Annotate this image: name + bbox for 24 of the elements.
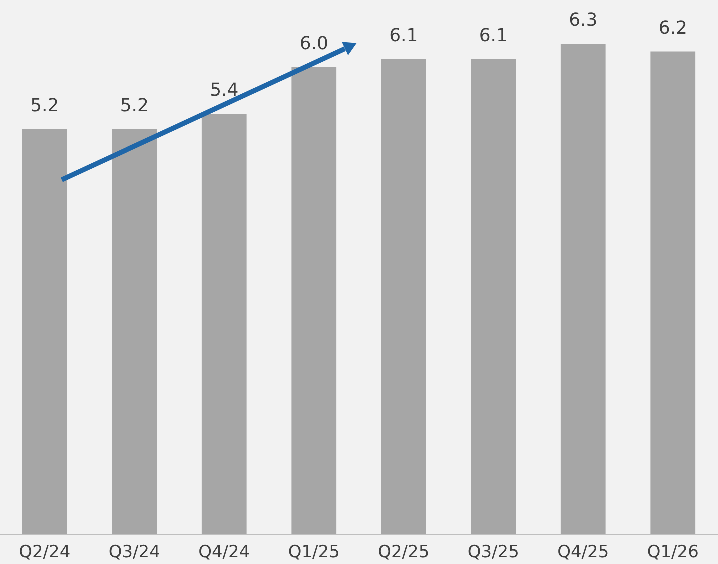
data-label: 6.0 [300, 33, 328, 54]
data-label: 6.1 [390, 26, 418, 47]
x-tick-label: Q1/25 [288, 542, 340, 562]
bar [650, 52, 696, 534]
data-label: 6.1 [479, 26, 508, 47]
data-label: 6.3 [569, 10, 598, 31]
bar [292, 67, 337, 534]
bar [112, 130, 158, 534]
bar [202, 114, 247, 534]
x-tick-label: Q4/25 [558, 542, 610, 562]
bar [381, 60, 426, 534]
data-label: 5.2 [120, 96, 149, 117]
x-tick-label: Q3/25 [468, 542, 520, 562]
data-label: 5.4 [210, 80, 239, 101]
x-tick-label: Q1/26 [647, 542, 699, 562]
bar [22, 130, 68, 534]
bar [560, 44, 606, 534]
x-tick-label: Q2/25 [378, 542, 430, 562]
bar [471, 60, 516, 534]
x-tick-label: Q3/24 [108, 542, 160, 562]
x-tick-label: Q2/24 [19, 542, 71, 562]
data-label: 5.2 [30, 96, 60, 117]
data-label: 6.2 [658, 18, 688, 39]
x-tick-label: Q4/24 [198, 542, 250, 562]
